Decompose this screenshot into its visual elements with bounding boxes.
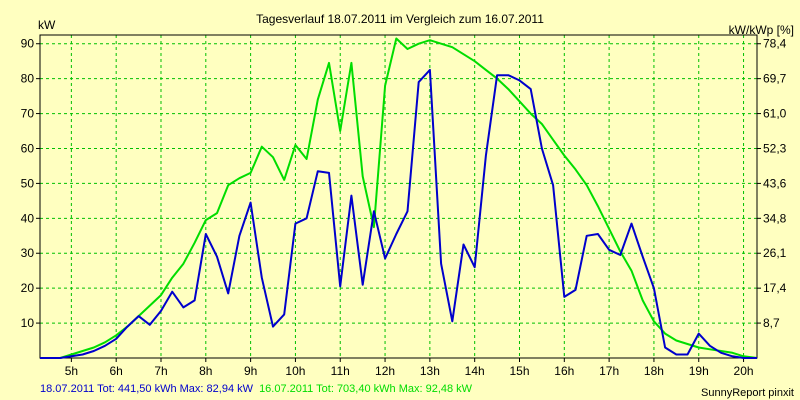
x-tick-label: 11h <box>331 364 350 378</box>
y-axis-label-right: kW/kWp [%] <box>729 23 794 37</box>
series-line-1 <box>40 68 757 359</box>
y-tick-label-left: 40 <box>21 211 35 225</box>
x-tick-label: 17h <box>599 364 619 378</box>
x-tick-label: 10h <box>285 364 305 378</box>
credit-text: SunnyReport pinxit <box>701 387 794 399</box>
y-tick-label-right: 69,7 <box>763 72 787 86</box>
y-tick-label-left: 30 <box>21 246 35 260</box>
y-tick-label-right: 52,3 <box>763 141 787 155</box>
x-tick-label: 15h <box>509 364 529 378</box>
x-tick-label: 6h <box>110 364 123 378</box>
grid <box>40 35 757 358</box>
y-tick-label-left: 90 <box>21 37 35 51</box>
plot-frame <box>39 34 758 359</box>
y-tick-label-right: 78,4 <box>763 37 787 51</box>
chart-title: Tagesverlauf 18.07.2011 im Vergleich zum… <box>256 12 544 26</box>
series-line-2 <box>40 37 758 359</box>
y-tick-label-right: 17,4 <box>763 281 787 295</box>
legend-series-2: 16.07.2011 Tot: 703,40 kWh Max: 92,48 kW <box>259 383 473 395</box>
y-tick-label-right: 26,1 <box>763 246 787 260</box>
y-tick-label-left: 10 <box>21 316 35 330</box>
x-tick-label: 8h <box>199 364 212 378</box>
x-tick-label: 18h <box>644 364 664 378</box>
y-tick-label-right: 43,6 <box>763 176 787 190</box>
y-axis-label-left: kW <box>38 18 56 32</box>
x-tick-label: 14h <box>465 364 485 378</box>
y-axis-right: 8,7 17,4 26,1 34,8 43,6 52,3 61,0 69,7 78,4 <box>757 37 787 330</box>
x-tick-label: 7h <box>154 364 167 378</box>
x-tick-label: 20h <box>734 364 754 378</box>
x-tick-label: 19h <box>689 364 709 378</box>
y-tick-label-right: 8,7 <box>763 316 780 330</box>
legend-footer: 18.07.2011 Tot: 441,50 kWh Max: 82,94 kW… <box>40 383 473 395</box>
y-tick-label-left: 80 <box>21 72 35 86</box>
x-tick-label: 13h <box>420 364 440 378</box>
y-tick-label-right: 61,0 <box>763 107 787 121</box>
y-tick-label-left: 20 <box>21 281 35 295</box>
y-axis-left: 10 20 30 40 50 60 70 80 90 <box>21 37 40 330</box>
y-tick-label-left: 70 <box>21 107 35 121</box>
legend-series-1: 18.07.2011 Tot: 441,50 kWh Max: 82,94 kW <box>40 383 254 395</box>
series <box>40 37 758 359</box>
x-tick-label: 12h <box>375 364 395 378</box>
x-axis: 5h 6h 7h 8h 9h 10h 11h 12h 13h 14h 15h 16h 17h 18h 19h… <box>65 358 754 378</box>
y-tick-label-right: 34,8 <box>763 211 787 225</box>
y-tick-label-left: 50 <box>21 176 35 190</box>
x-tick-label: 16h <box>554 364 574 378</box>
x-tick-label: 9h <box>244 364 257 378</box>
x-tick-label: 5h <box>65 364 78 378</box>
y-tick-label-left: 60 <box>21 141 35 155</box>
